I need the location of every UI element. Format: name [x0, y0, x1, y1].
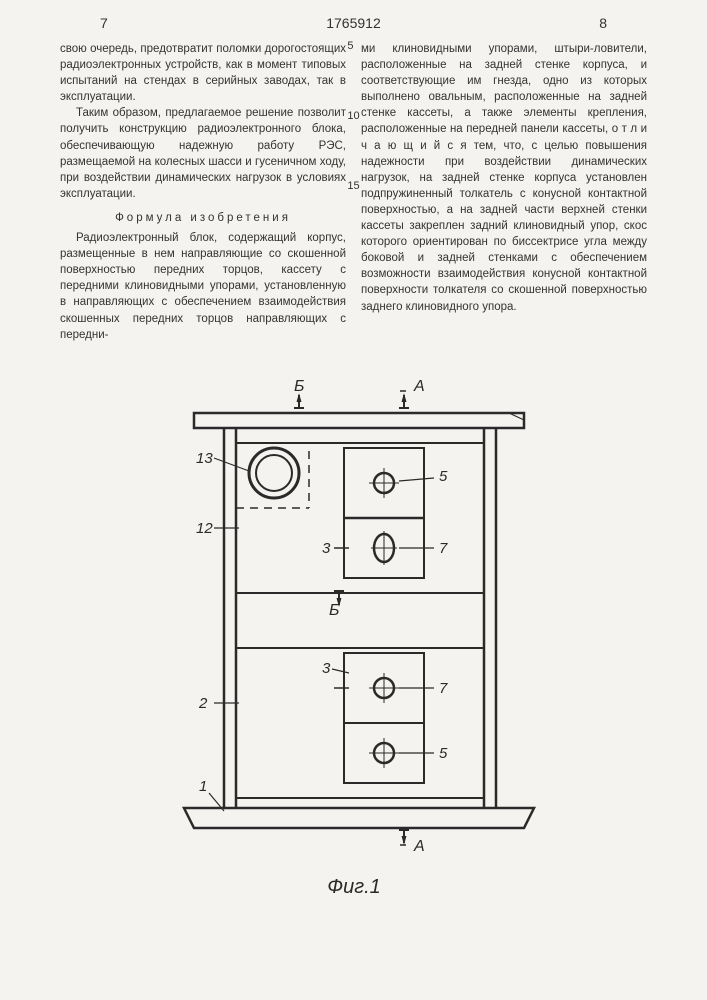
- left-column: свою очередь, предотвратит поломки дорог…: [60, 41, 346, 343]
- ref-3: 3: [322, 540, 331, 557]
- right-column: ми клиновидными упорами, штыри-ловители,…: [361, 41, 647, 343]
- page-num-right: 8: [599, 15, 607, 31]
- ref-13: 13: [196, 450, 213, 467]
- ref-3-lower: 3: [322, 660, 331, 677]
- paragraph: Таким образом, предлагаемое решение позв…: [60, 105, 346, 202]
- line-marker: 10: [347, 110, 359, 122]
- line-marker: 5: [347, 40, 359, 52]
- ref-2: 2: [198, 695, 208, 712]
- section-label-b-lower: Б: [329, 602, 339, 619]
- page-num-left: 7: [100, 15, 108, 31]
- section-label-a: А: [413, 378, 425, 395]
- paragraph: свою очередь, предотвратит поломки дорог…: [60, 41, 346, 105]
- ref-5-lower: 5: [439, 745, 448, 762]
- paragraph: Радиоэлектронный блок, содержащий корпус…: [60, 230, 346, 343]
- technical-drawing: Б А: [154, 373, 554, 913]
- line-number-gutter: 5 10 15: [347, 40, 359, 192]
- ref-7: 7: [439, 540, 448, 557]
- section-label-a-lower: А: [413, 838, 425, 855]
- line-marker: 15: [347, 180, 359, 192]
- document-number: 1765912: [108, 15, 599, 31]
- ref-1: 1: [199, 778, 207, 795]
- formula-title: Формула изобретения: [60, 210, 346, 226]
- figure-caption: Фиг.1: [327, 876, 381, 898]
- page-header: 7 1765912 8: [0, 0, 707, 41]
- figure-area: Б А: [0, 373, 707, 1000]
- ref-5: 5: [439, 468, 448, 485]
- ref-7-lower: 7: [439, 680, 448, 697]
- paragraph: ми клиновидными упорами, штыри-ловители,…: [361, 41, 647, 315]
- document-page: 7 1765912 8 5 10 15 свою очередь, предот…: [0, 0, 707, 1000]
- ref-12: 12: [196, 520, 213, 537]
- section-label-b: Б: [294, 378, 304, 395]
